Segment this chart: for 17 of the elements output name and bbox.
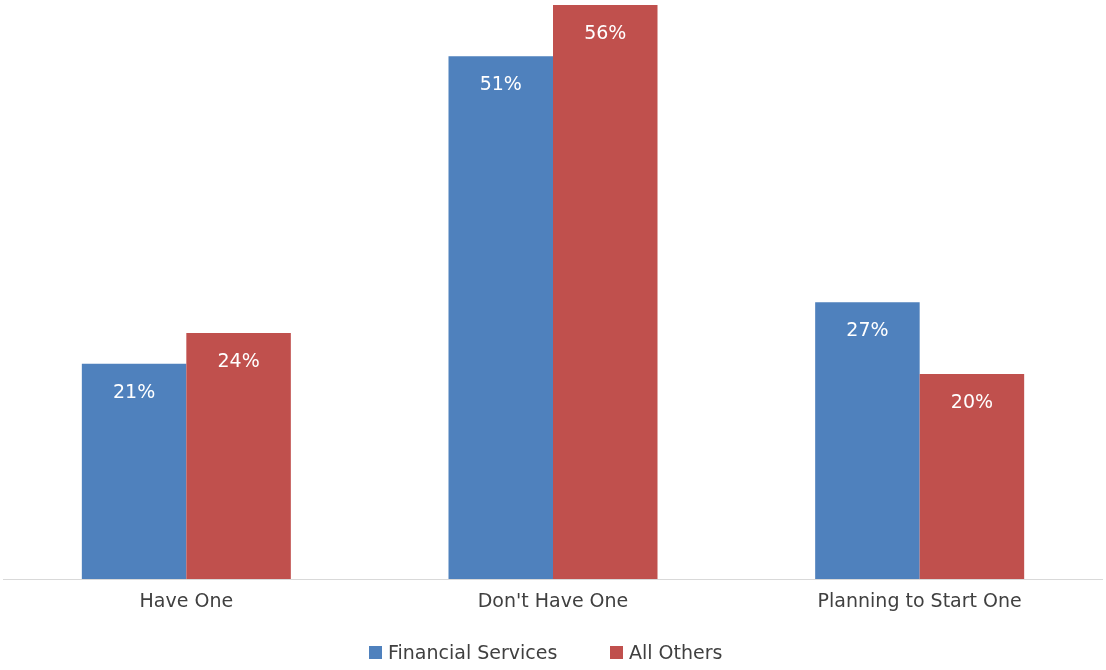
x-tick-label: Don't Have One: [477, 588, 629, 611]
legend-label: Financial Services: [388, 641, 558, 663]
bar: [81, 363, 187, 579]
data-label: 56%: [584, 21, 627, 43]
bar: [815, 302, 920, 579]
bar: [553, 5, 658, 579]
legend-label: All Others: [629, 641, 723, 663]
data-label: 51%: [479, 72, 522, 95]
data-label: 21%: [112, 379, 156, 402]
bar: [186, 333, 291, 579]
bar: [448, 56, 553, 579]
x-tick-label: Planning to Start One: [817, 588, 1022, 611]
data-label: 24%: [217, 349, 260, 371]
data-label: 27%: [846, 318, 889, 341]
x-tick-label: Have One: [139, 588, 234, 611]
data-label: 20%: [950, 390, 994, 412]
bar: [919, 374, 1025, 579]
